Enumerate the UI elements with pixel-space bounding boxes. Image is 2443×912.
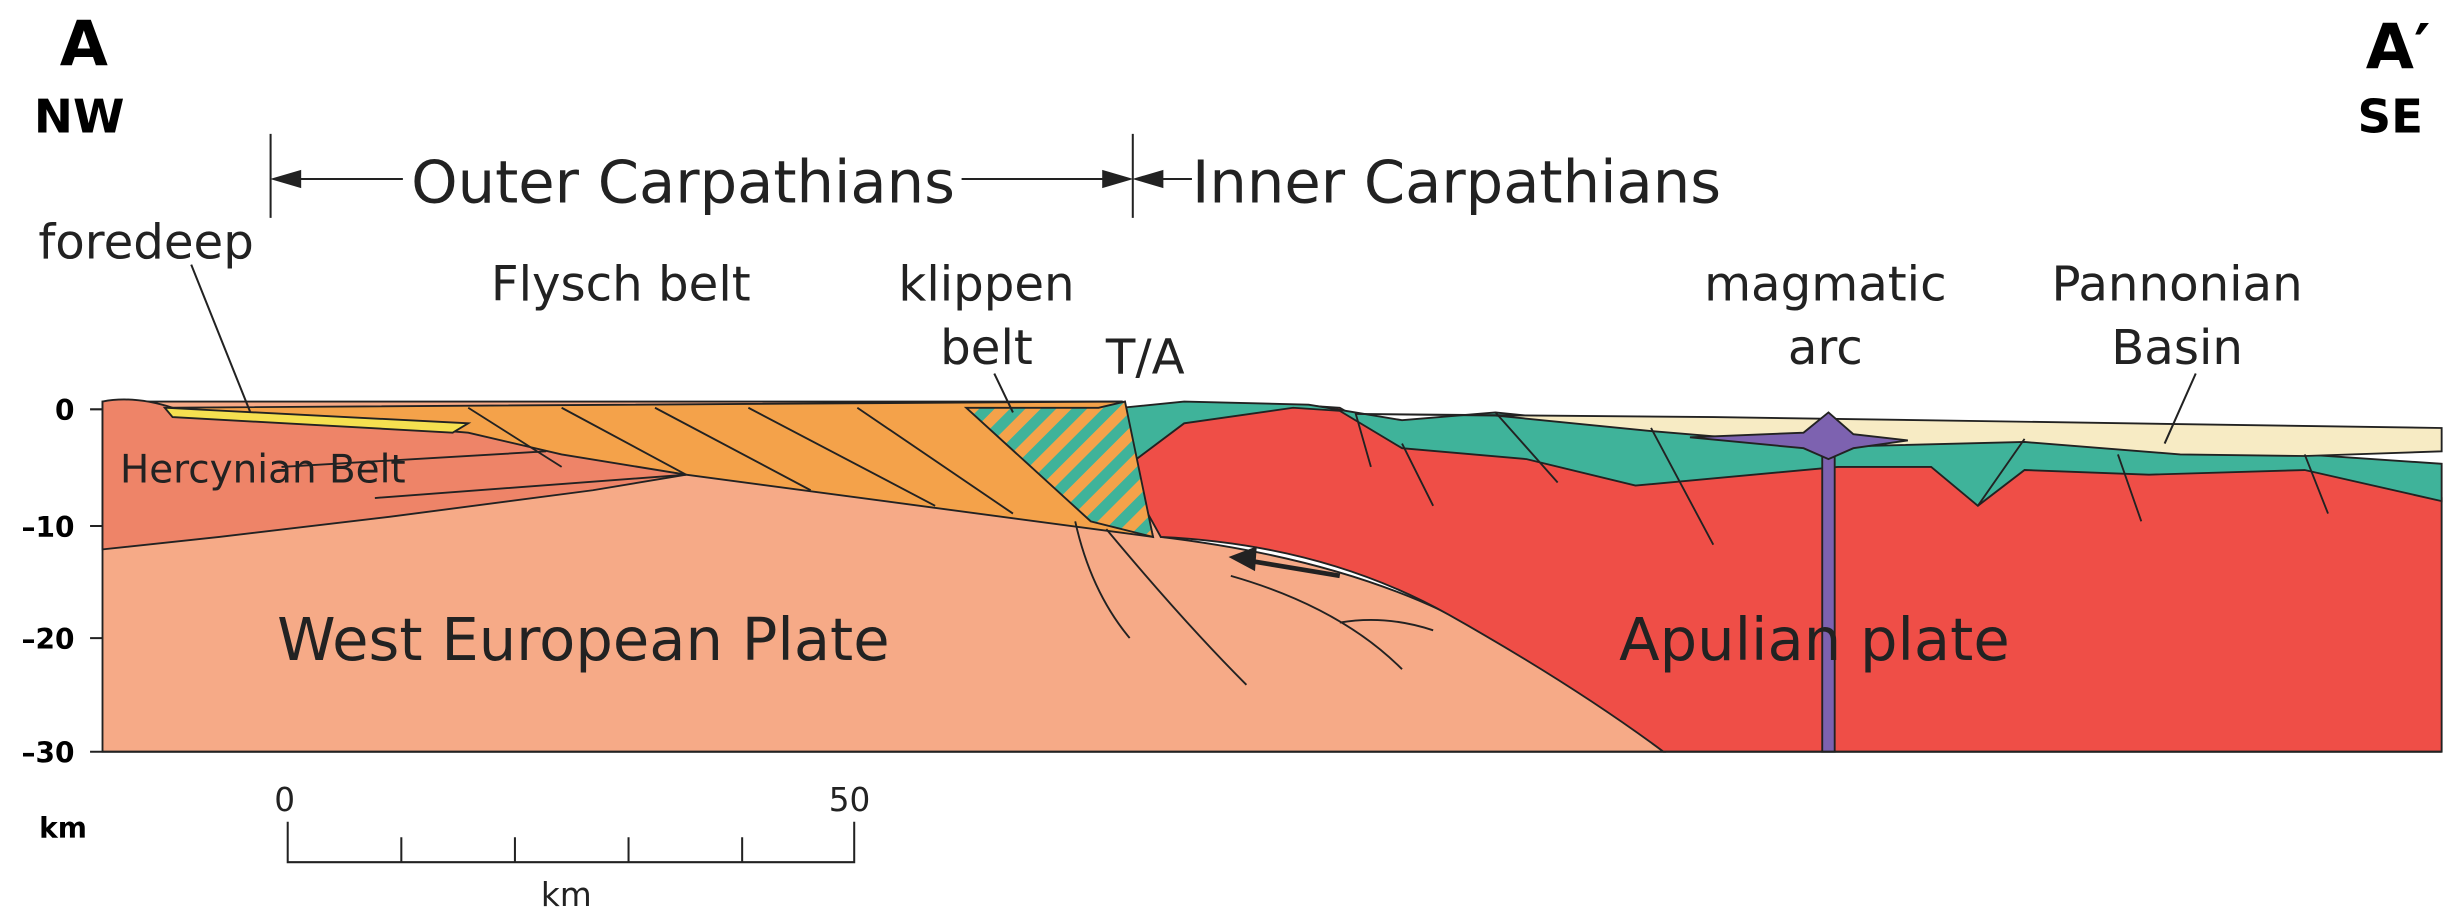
scale-label: 50 (829, 781, 871, 819)
geology (103, 399, 2442, 751)
depth-label: –30 (22, 737, 75, 770)
plate-label: Apulian plate (1619, 605, 2010, 674)
depth-unit: km (39, 811, 87, 844)
section-start: A (60, 7, 108, 80)
section-end: A′ (2366, 10, 2431, 83)
plate-label: West European Plate (277, 605, 889, 674)
unit-label: foredeep (38, 214, 254, 270)
unit-label: belt (940, 320, 1033, 376)
direction: SE (2358, 90, 2424, 144)
unit-label: klippen (898, 256, 1074, 312)
domain-label: Inner Carpathians (1192, 147, 1721, 216)
scale-unit: km (541, 876, 592, 912)
page: A NW A′ SE Outer Carpathians Inner Carpa… (0, 0, 2443, 912)
unit-label: Hercynian Belt (120, 447, 406, 492)
unit-label: magmatic (1704, 256, 1947, 312)
depth-axis: 0 –10 –20 –30 km (22, 394, 87, 844)
depth-label: 0 (55, 394, 74, 427)
domain-label: Outer Carpathians (411, 147, 955, 216)
depth-label: –10 (22, 511, 75, 544)
unit-label: T/A (1105, 330, 1185, 386)
magmatic-conduit (1822, 433, 1834, 752)
unit-label: arc (1788, 320, 1863, 376)
unit-label: Flysch belt (491, 256, 751, 312)
unit-label: Pannonian (2051, 256, 2302, 312)
depth-label: –20 (22, 623, 75, 656)
scale-label: 0 (274, 781, 295, 819)
direction: NW (34, 90, 125, 144)
cross-section: A NW A′ SE Outer Carpathians Inner Carpa… (0, 0, 2443, 912)
unit-label: Basin (2111, 320, 2243, 376)
